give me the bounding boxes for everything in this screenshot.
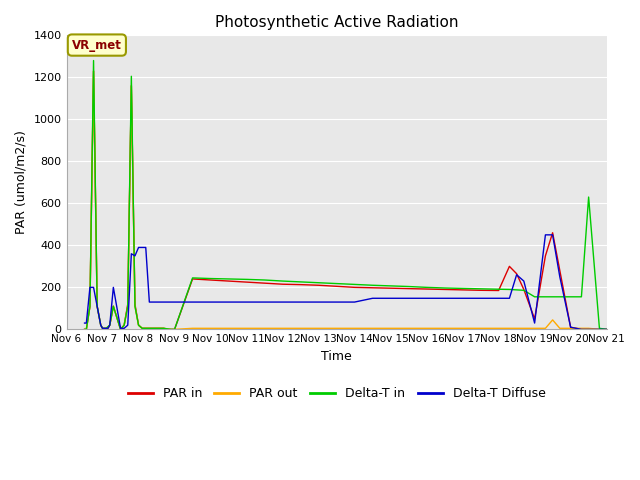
PAR in (120, 322, 128, 328)
Line: PAR in: PAR in (84, 71, 607, 329)
Delta-T Diffuse (441, 295, 449, 301)
Line: PAR out: PAR out (84, 71, 607, 329)
Delta-T in (97, 322, 104, 328)
PAR out (404, 325, 412, 331)
PAR in (149, 325, 157, 331)
PAR in (225, 278, 232, 284)
Delta-T in (404, 284, 412, 289)
PAR out (369, 325, 376, 331)
Delta-T in (603, 326, 611, 332)
Delta-T Diffuse (577, 326, 585, 332)
Delta-T Diffuse (81, 320, 88, 326)
Delta-T in (369, 282, 376, 288)
Delta-T in (160, 325, 168, 331)
PAR out (97, 322, 104, 328)
Delta-T Diffuse (520, 278, 527, 284)
Delta-T in (81, 326, 88, 332)
Line: Delta-T Diffuse: Delta-T Diffuse (84, 235, 607, 329)
PAR out (90, 68, 97, 74)
PAR in (90, 68, 97, 74)
X-axis label: Time: Time (321, 350, 352, 363)
PAR in (127, 83, 135, 89)
PAR out (81, 326, 88, 332)
PAR in (297, 282, 305, 288)
Delta-T Diffuse (120, 325, 128, 331)
Delta-T Diffuse (585, 326, 593, 332)
Text: VR_met: VR_met (72, 38, 122, 51)
Delta-T in (577, 294, 585, 300)
Delta-T Diffuse (369, 295, 376, 301)
Delta-T Diffuse (124, 322, 132, 328)
Y-axis label: PAR (umol/m2/s): PAR (umol/m2/s) (15, 131, 28, 234)
PAR in (81, 326, 88, 332)
PAR in (603, 326, 611, 332)
PAR in (541, 253, 549, 259)
Title: Photosynthetic Active Radiation: Photosynthetic Active Radiation (215, 15, 458, 30)
Line: Delta-T in: Delta-T in (84, 60, 607, 329)
PAR out (603, 326, 611, 332)
Delta-T Diffuse (603, 326, 611, 332)
Legend: PAR in, PAR out, Delta-T in, Delta-T Diffuse: PAR in, PAR out, Delta-T in, Delta-T Dif… (122, 383, 550, 406)
PAR out (577, 325, 585, 331)
Delta-T in (90, 58, 97, 63)
Delta-T in (243, 276, 250, 282)
Delta-T Diffuse (541, 232, 549, 238)
PAR out (160, 325, 168, 331)
PAR out (243, 325, 250, 331)
